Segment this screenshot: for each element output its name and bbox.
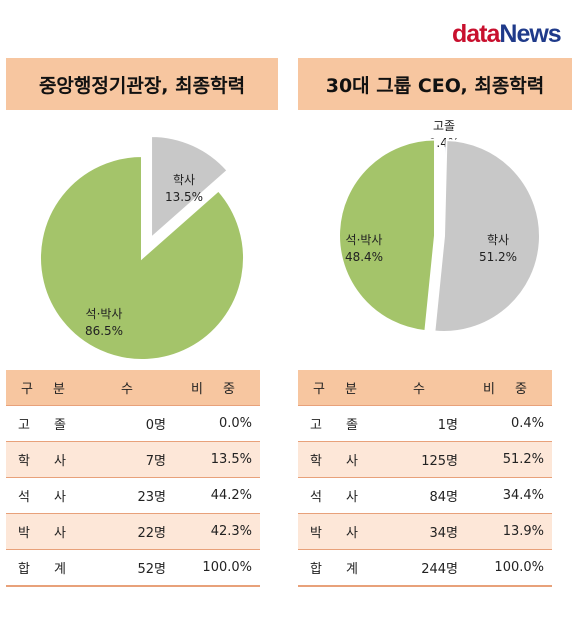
table-row: 학 사 7명 13.5% xyxy=(6,441,260,478)
table-cell: 고 졸 xyxy=(298,405,380,442)
table-header-cell: 구 분 xyxy=(6,370,88,406)
table-cell: 0.4% xyxy=(466,405,552,442)
table-header-cell: 비 중 xyxy=(466,370,552,406)
table-cell: 학 사 xyxy=(298,441,380,478)
pie-slice-0 xyxy=(150,134,229,241)
table-cell: 석 사 xyxy=(6,477,88,514)
table-cell: 244명 xyxy=(380,549,466,587)
table-row: 합 계 244명 100.0% xyxy=(298,549,552,587)
logo-part-news: News xyxy=(499,20,561,48)
table-cell: 100.0% xyxy=(466,549,552,587)
pie-slice-value: 13.5% xyxy=(165,190,203,204)
pie-slice-2 xyxy=(338,138,437,333)
table-header-cell: 수 xyxy=(88,370,174,406)
table-cell: 44.2% xyxy=(174,477,260,514)
table-row: 석 사 84명 34.4% xyxy=(298,477,552,514)
pie-slice-label: 학사 xyxy=(173,173,195,187)
table-header-cell: 수 xyxy=(380,370,466,406)
pie-slice-value: 51.2% xyxy=(479,250,517,264)
table-cell: 42.3% xyxy=(174,513,260,550)
pie-slice-value: 86.5% xyxy=(85,324,123,338)
table-cell: 13.5% xyxy=(174,441,260,478)
table-cell: 34.4% xyxy=(466,477,552,514)
pie-slice-value: 48.4% xyxy=(345,250,383,264)
table-cell: 0.0% xyxy=(174,405,260,442)
left-chart-title: 중앙행정기관장, 최종학력 xyxy=(6,58,278,110)
table-cell: 34명 xyxy=(380,513,466,550)
table-cell: 1명 xyxy=(380,405,466,442)
table-cell: 100.0% xyxy=(174,549,260,587)
table-cell: 박 사 xyxy=(6,513,88,550)
table-row: 학 사 125명 51.2% xyxy=(298,441,552,478)
table-cell: 고 졸 xyxy=(6,405,88,442)
table-cell: 84명 xyxy=(380,477,466,514)
logo-part-data: data xyxy=(452,20,500,48)
pie-slice-label: 석·박사 xyxy=(346,233,383,247)
table-cell: 합 계 xyxy=(298,549,380,587)
table-cell: 학 사 xyxy=(6,441,88,478)
table-cell: 52명 xyxy=(88,549,174,587)
table-cell: 7명 xyxy=(88,441,174,478)
table-cell: 석 사 xyxy=(298,477,380,514)
pie-slice-label: 석·박사 xyxy=(86,307,123,321)
datanews-logo: dataNews xyxy=(452,20,562,49)
pie-slice-label: 학사 xyxy=(487,233,509,247)
table-cell: 22명 xyxy=(88,513,174,550)
table-row: 합 계 52명 100.0% xyxy=(6,549,260,587)
table-cell: 합 계 xyxy=(6,549,88,587)
left-pie-chart: 학사 13.5% 석·박사 86.5% xyxy=(39,134,245,361)
table-cell: 125명 xyxy=(380,441,466,478)
table-row: 고 졸 1명 0.4% xyxy=(298,405,552,442)
pie-slice-1 xyxy=(433,139,541,333)
table-cell: 51.2% xyxy=(466,441,552,478)
table-header-cell: 구 분 xyxy=(298,370,380,406)
table-row: 박 사 34명 13.9% xyxy=(298,513,552,550)
table-cell: 0명 xyxy=(88,405,174,442)
pie-slice-label: 고졸 xyxy=(433,119,455,133)
table-cell: 13.9% xyxy=(466,513,552,550)
table-row: 고 졸 0명 0.0% xyxy=(6,405,260,442)
table-row: 석 사 23명 44.2% xyxy=(6,477,260,514)
table-row: 박 사 22명 42.3% xyxy=(6,513,260,550)
table-cell: 23명 xyxy=(88,477,174,514)
table-cell: 박 사 xyxy=(298,513,380,550)
pie-slice-1 xyxy=(39,154,245,361)
right-chart-title: 30대 그룹 CEO, 최종학력 xyxy=(298,58,572,110)
table-header-cell: 비 중 xyxy=(174,370,260,406)
